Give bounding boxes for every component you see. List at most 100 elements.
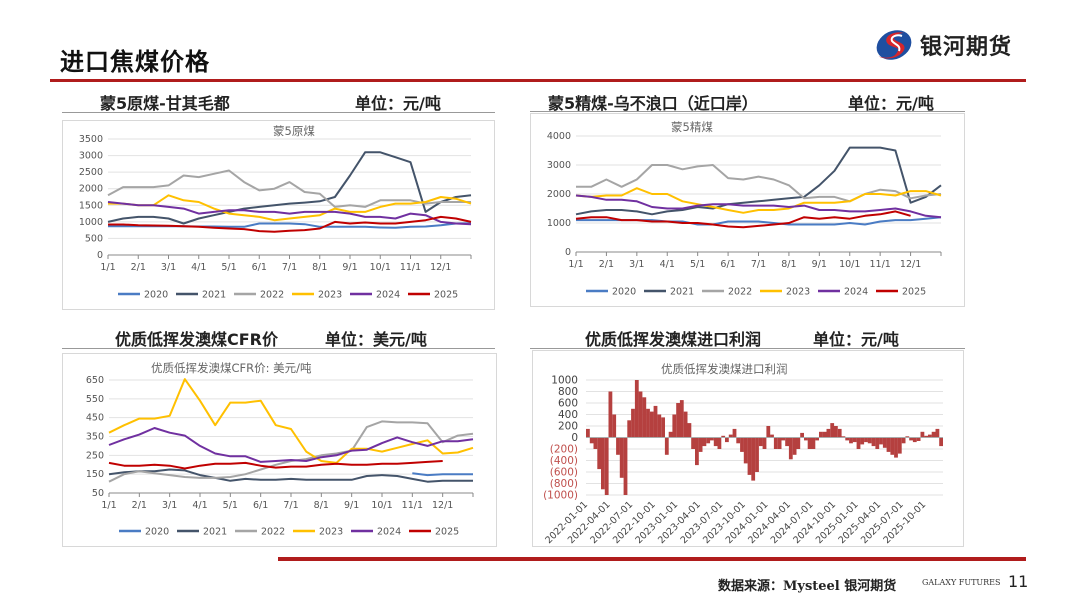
- profit-bar: [841, 436, 846, 438]
- section-heading: 优质低挥发澳煤进口利润: [585, 330, 762, 349]
- profit-bar: [886, 437, 891, 452]
- x-tick-label: 2/1: [132, 500, 147, 511]
- profit-bar: [867, 437, 872, 444]
- profit-bar: [875, 437, 880, 449]
- x-tick-label: 3/1: [629, 259, 644, 270]
- section-unit: 单位：元/吨: [355, 94, 441, 113]
- profit-bar: [804, 437, 808, 441]
- profit-bar: [931, 431, 936, 438]
- profit-bar: [755, 437, 759, 472]
- legend-label: 2020: [612, 287, 636, 298]
- x-tick-label: 5/1: [223, 500, 238, 511]
- profit-bar: [800, 432, 804, 438]
- x-tick-label: 7/1: [751, 259, 766, 270]
- series-line-2023: [108, 194, 472, 222]
- page-title: 进口焦煤价格: [60, 48, 210, 76]
- profit-bar: [668, 431, 673, 438]
- x-tick-label: 7/1: [283, 500, 298, 511]
- profit-bar: [909, 437, 913, 441]
- profit-bar: [601, 437, 605, 490]
- profit-bar: [657, 414, 662, 438]
- y-tick-label: 50: [92, 488, 104, 499]
- profit-bar: [604, 437, 609, 495]
- profit-bar: [849, 437, 853, 444]
- profit-bar: [634, 380, 639, 438]
- x-tick-label: 4/1: [191, 262, 206, 273]
- series-line-2021: [107, 151, 472, 225]
- profit-bar: [725, 437, 729, 443]
- profit-bar: [589, 437, 594, 444]
- profit-bar: [905, 436, 910, 438]
- series-line-2021: [575, 146, 942, 216]
- y-tick-label: 3000: [547, 160, 571, 171]
- section-divider: [62, 112, 495, 113]
- brand-text: GALAXY FUTURES: [922, 578, 1001, 587]
- series-line-2021: [108, 468, 473, 483]
- profit-bar: [901, 437, 906, 444]
- y-tick-label: 0: [97, 250, 103, 261]
- profit-bar: [777, 437, 782, 449]
- profit-bar: [597, 437, 602, 470]
- x-tick-label: 5/1: [221, 262, 236, 273]
- y-tick-label: (400): [550, 455, 578, 467]
- profit-bar: [627, 420, 632, 438]
- profit-bar: [676, 403, 680, 438]
- legend-label: 2024: [377, 527, 401, 538]
- x-tick-label: 11/1: [869, 259, 890, 270]
- y-tick-label: (1000): [543, 490, 578, 502]
- chart-import-profit: 优质低挥发澳煤进口利润 (1000) (800) (600) (400) (200) 0 20…: [532, 350, 964, 547]
- profit-bar: [871, 437, 876, 447]
- profit-bar: [912, 437, 917, 443]
- x-tick-label: 12/1: [432, 500, 453, 511]
- profit-bar: [796, 437, 801, 449]
- series-line-2025: [108, 460, 443, 470]
- legend-label: 2023: [318, 290, 342, 301]
- data-source: 数据来源：Mysteel 银河期货: [718, 579, 897, 594]
- x-tick-label: 1/1: [100, 262, 115, 273]
- profit-bar: [732, 428, 737, 438]
- legend-label: 2023: [319, 527, 343, 538]
- chart-svg: 优质低挥发澳煤CFR价: 美元/吨 50 150 250 350 450 550 650 1/1…: [86, 361, 474, 538]
- y-tick-label: 2500: [79, 167, 103, 178]
- chart-svg: 蒙5精煤 0 1000 2000 3000 4000 1/1 2/1 3/1 4/1 5/1 6/1 7…: [547, 120, 942, 298]
- profit-bar: [773, 437, 778, 449]
- profit-bar: [916, 437, 921, 441]
- profit-bar: [935, 428, 940, 438]
- x-tick-label: 12/1: [900, 259, 921, 270]
- legend-label: 2022: [261, 527, 285, 538]
- profit-bar: [890, 437, 895, 455]
- x-tick-label: 4/1: [660, 259, 675, 270]
- profit-bar: [631, 408, 635, 438]
- y-tick-label: (200): [550, 444, 578, 456]
- x-tick-label: 7/1: [282, 262, 297, 273]
- x-tick-label: 9/1: [344, 500, 359, 511]
- x-tick-label: 9/1: [812, 259, 827, 270]
- profit-bar: [747, 437, 752, 475]
- logo: 银河期货: [874, 28, 1012, 62]
- legend-label: 2022: [260, 290, 284, 301]
- profit-bar: [897, 437, 902, 454]
- profit-bar: [649, 411, 654, 438]
- x-tick-label: 2/1: [599, 259, 614, 270]
- x-tick-label: 10/1: [839, 259, 860, 270]
- section-divider: [62, 348, 495, 349]
- profit-bar: [616, 437, 620, 455]
- y-tick-label: 2000: [79, 184, 103, 195]
- profit-bar: [837, 428, 842, 438]
- y-tick-label: 1000: [79, 217, 103, 228]
- y-tick-label: (600): [550, 467, 578, 479]
- x-tick-label: 4/1: [192, 500, 207, 511]
- profit-bar: [710, 437, 714, 441]
- profit-bar: [683, 411, 688, 438]
- profit-bar: [664, 437, 669, 455]
- y-tick-label: 350: [86, 432, 104, 443]
- y-tick-label: 3000: [79, 151, 103, 162]
- profit-bar: [856, 437, 861, 449]
- section-divider: [530, 348, 965, 349]
- legend-label: 2022: [728, 287, 752, 298]
- x-tick-label: 2/1: [131, 262, 146, 273]
- header-divider: [50, 79, 1026, 82]
- x-tick-label: 10/1: [370, 262, 391, 273]
- section-heading: 蒙5原煤-甘其毛都: [100, 94, 230, 113]
